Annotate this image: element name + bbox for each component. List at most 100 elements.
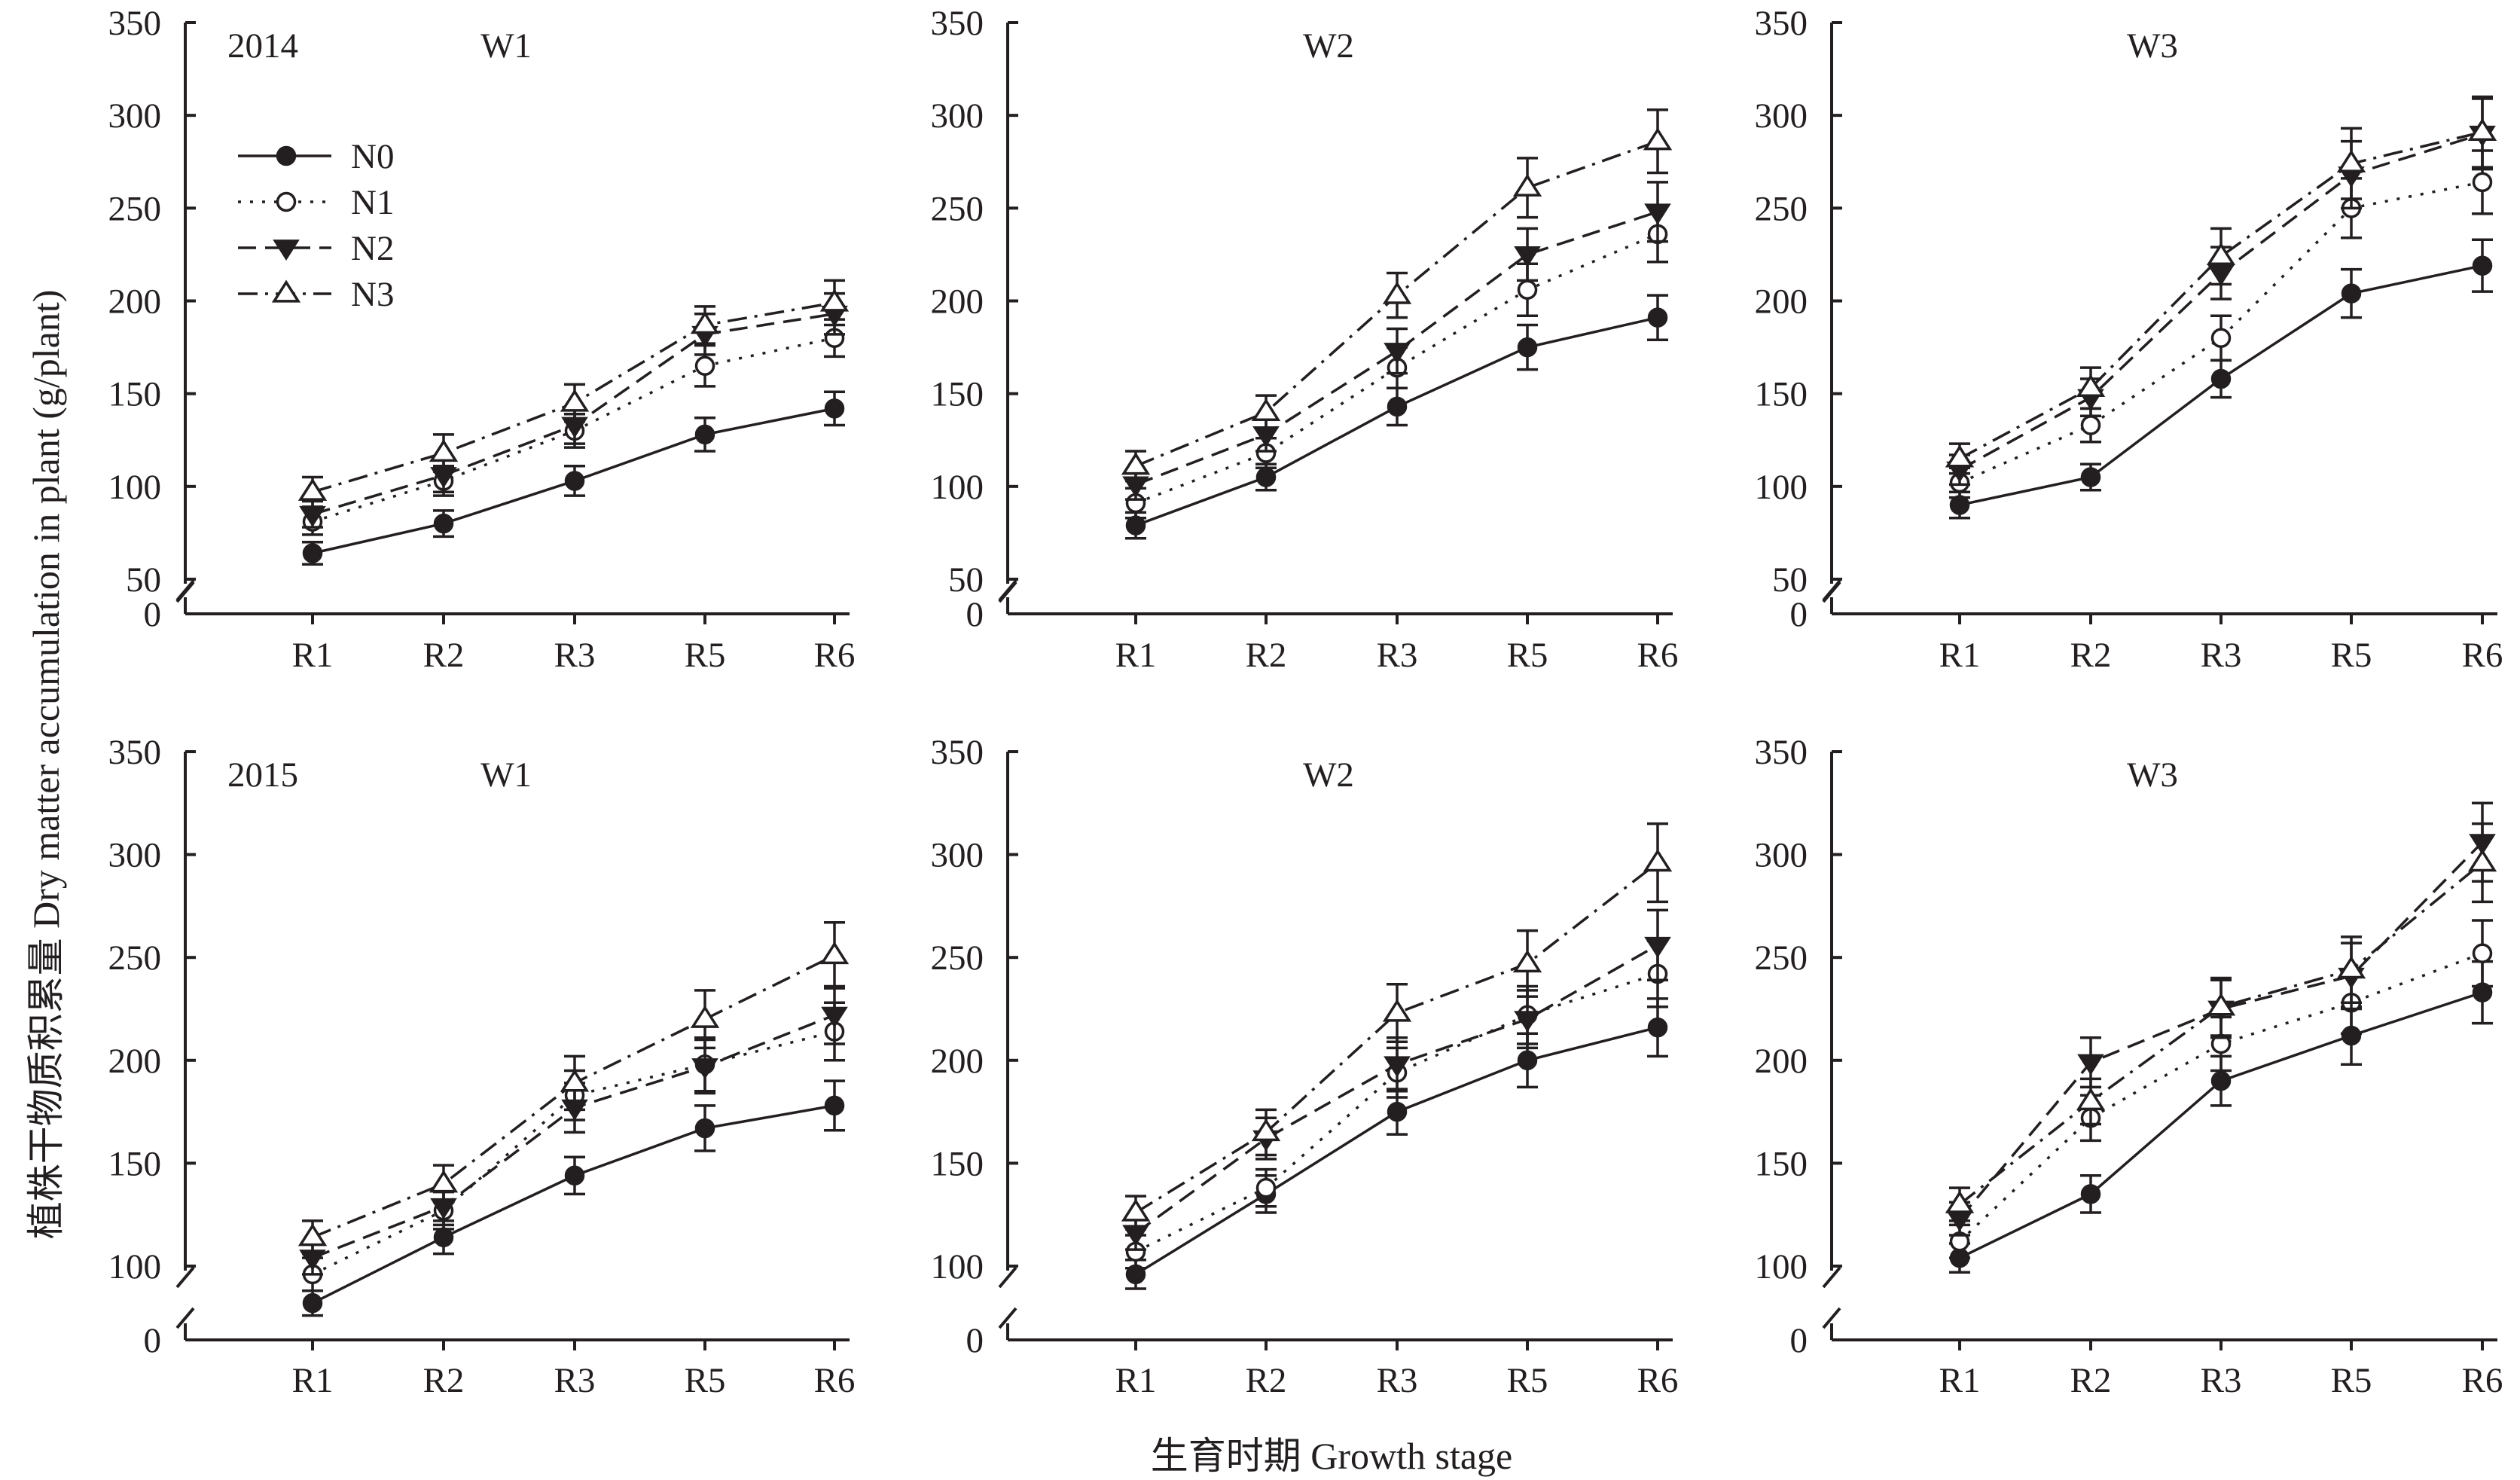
x-tick-label: R3 — [554, 1361, 596, 1400]
data-point — [690, 311, 720, 334]
legend-label: N3 — [351, 275, 394, 314]
data-point — [297, 1223, 328, 1247]
data-point — [2341, 283, 2362, 304]
y-tick-label: 100 — [108, 1247, 162, 1286]
axis-break-mark — [998, 1266, 1017, 1289]
data-point — [2080, 467, 2101, 487]
x-tick-label: R1 — [292, 636, 334, 675]
y-tick-label: 250 — [931, 938, 984, 978]
series-n0 — [1949, 238, 2493, 520]
x-tick-label: R2 — [1246, 636, 1287, 675]
data-point — [1512, 949, 1542, 973]
data-point — [2467, 849, 2497, 872]
y-tick-label: 150 — [108, 1144, 162, 1183]
y-tick-label: 0 — [144, 1321, 162, 1360]
data-point — [819, 941, 850, 965]
data-point — [1125, 515, 1146, 536]
data-point — [2080, 415, 2101, 435]
series-n3 — [297, 279, 850, 508]
data-point — [1514, 1011, 1541, 1033]
series-line — [1135, 210, 1658, 487]
y-tick-label: 200 — [1755, 1042, 1808, 1081]
series-n3 — [1945, 95, 2497, 475]
y-tick-label: 100 — [1755, 468, 1808, 507]
y-tick-label: 350 — [931, 733, 984, 772]
series-line — [1958, 862, 2484, 1206]
x-tick-label: R1 — [1115, 636, 1157, 675]
x-tick-label: R5 — [685, 1361, 726, 1400]
data-point — [2080, 1184, 2101, 1204]
data-point — [433, 1227, 454, 1248]
data-point — [2077, 1054, 2104, 1076]
chart-panel: R1 R2 R3 R5 R6 050 100 150 200 250 300 350 W2 — [931, 4, 1679, 675]
panel-title: W1 — [481, 26, 532, 66]
panel-title: W3 — [2127, 755, 2178, 795]
y-tick-label: 350 — [1755, 733, 1808, 772]
x-tick-label: R2 — [1246, 1361, 1287, 1400]
data-point — [297, 478, 328, 501]
data-point — [302, 1292, 323, 1314]
data-point — [560, 1069, 590, 1092]
data-point — [2206, 993, 2236, 1016]
y-tick-label: 350 — [108, 733, 162, 772]
data-point — [1382, 281, 1412, 304]
data-point — [1251, 398, 1281, 421]
series-n3 — [1945, 822, 2497, 1222]
series-n3 — [1121, 108, 1673, 483]
y-tick-label: 150 — [108, 375, 162, 414]
x-tick-label: R1 — [1939, 1361, 1981, 1400]
data-point — [302, 543, 323, 563]
x-tick-label: R6 — [2462, 1361, 2503, 1400]
data-point — [2076, 1087, 2106, 1111]
data-point — [821, 1006, 848, 1028]
data-point — [1382, 999, 1412, 1022]
data-point — [429, 1170, 459, 1193]
y-tick-label: 250 — [108, 189, 162, 228]
data-point — [1512, 173, 1542, 197]
data-point — [1387, 396, 1408, 417]
data-point — [2206, 242, 2236, 266]
legend-label: N1 — [351, 183, 394, 222]
data-point — [433, 513, 454, 534]
data-point — [2336, 149, 2366, 172]
x-tick-label: R5 — [2331, 1361, 2372, 1400]
data-point — [2210, 1070, 2232, 1091]
y-tick-label: 200 — [108, 282, 162, 322]
data-point — [560, 389, 590, 412]
y-tick-label: 100 — [108, 468, 162, 507]
x-tick-label: R3 — [554, 636, 596, 675]
legend-marker — [276, 145, 297, 166]
data-point — [2467, 117, 2497, 142]
data-point — [819, 288, 850, 312]
data-point — [1644, 203, 1671, 225]
y-tick-label: 250 — [108, 938, 162, 978]
y-tick-label: 200 — [931, 282, 984, 322]
series-n3 — [1121, 822, 1673, 1231]
axis-break-mark — [175, 1266, 195, 1289]
x-tick-label: R1 — [1939, 636, 1981, 675]
y-tick-label: 350 — [108, 4, 162, 43]
data-point — [1251, 1118, 1281, 1142]
data-point — [1644, 936, 1671, 958]
y-tick-label: 300 — [108, 836, 162, 875]
x-tick-label: R5 — [685, 636, 726, 675]
data-point — [1949, 495, 1970, 515]
data-point — [564, 1165, 585, 1186]
series-line — [1959, 130, 2483, 460]
x-tick-label: R1 — [1115, 1361, 1157, 1400]
data-point — [690, 1005, 720, 1028]
data-point — [694, 424, 715, 445]
y-tick-label: 50 — [1772, 560, 1808, 600]
axis-break-mark — [998, 581, 1017, 603]
x-tick-label: R6 — [814, 636, 856, 675]
legend-marker — [276, 191, 297, 212]
chart-panel: R1 R2 R3 R5 R6 0 100 150 200 250 300 350 W1 2015 — [108, 733, 856, 1400]
data-point — [2076, 374, 2106, 397]
series-n2 — [1946, 97, 2496, 487]
y-tick-label: 250 — [931, 189, 984, 228]
data-point — [694, 1118, 715, 1139]
axis-break-mark — [175, 1307, 195, 1329]
x-axis-title: 生育时期 Growth stage — [1151, 1435, 1513, 1477]
